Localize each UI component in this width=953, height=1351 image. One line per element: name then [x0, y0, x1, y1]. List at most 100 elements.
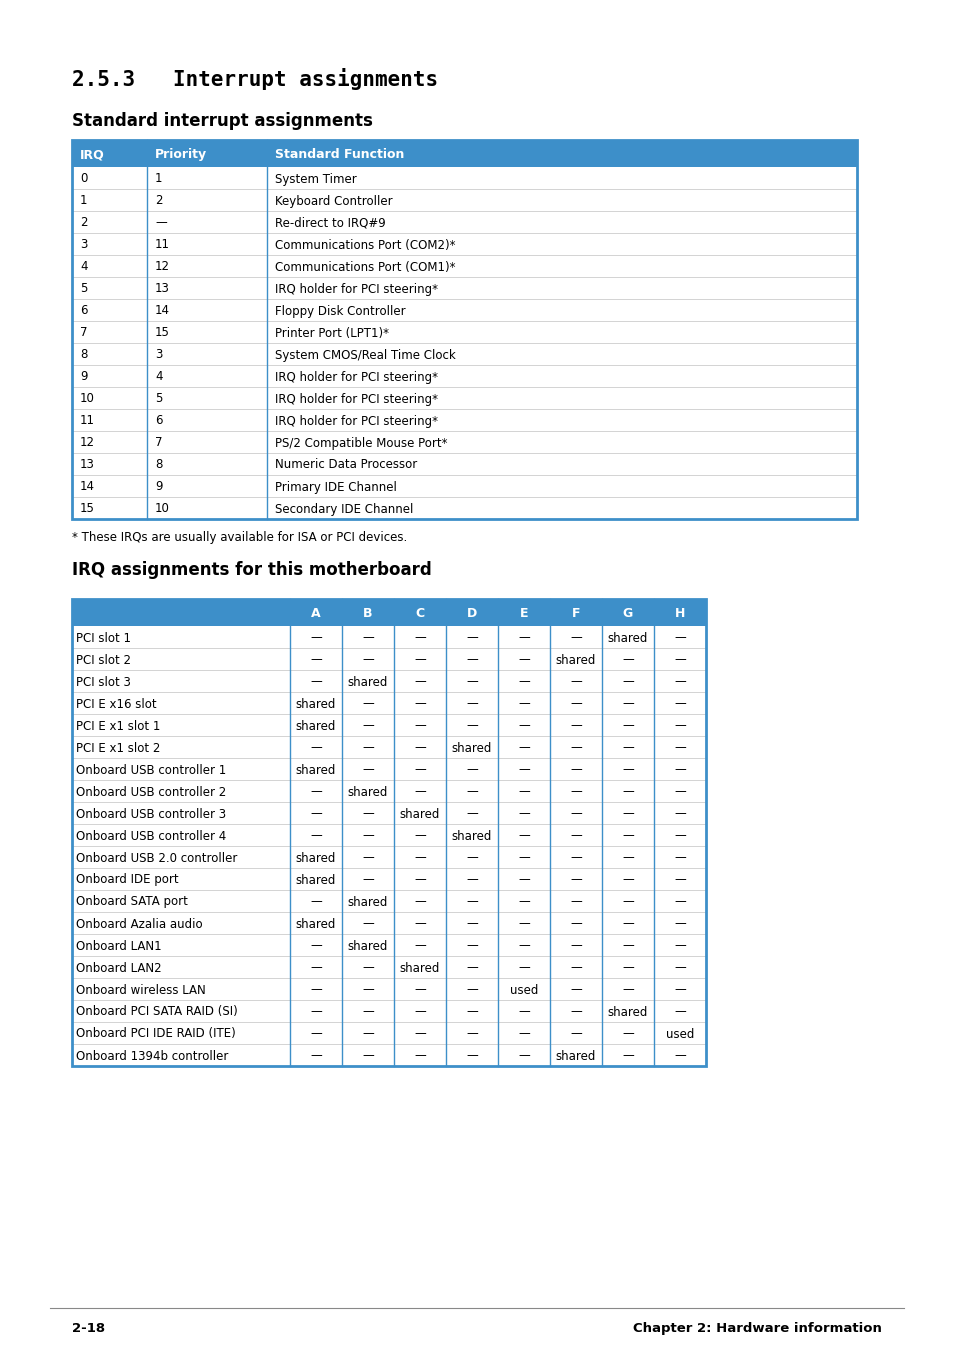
Text: —: —: [674, 742, 685, 754]
Text: Onboard Azalia audio: Onboard Azalia audio: [76, 917, 202, 931]
Bar: [71, 598, 705, 1066]
Text: —: —: [414, 1005, 425, 1019]
Text: 15: 15: [80, 503, 94, 516]
Text: —: —: [310, 785, 321, 798]
Text: Numeric Data Processor: Numeric Data Processor: [274, 458, 416, 471]
Text: —: —: [674, 962, 685, 974]
Text: —: —: [310, 808, 321, 820]
Text: System Timer: System Timer: [274, 173, 356, 185]
Text: 4: 4: [154, 370, 162, 384]
Text: —: —: [466, 874, 477, 886]
Text: 3: 3: [154, 349, 162, 362]
Text: shared: shared: [452, 742, 492, 754]
Text: —: —: [621, 917, 633, 931]
Text: —: —: [362, 851, 374, 865]
Text: —: —: [570, 676, 581, 689]
Text: —: —: [570, 808, 581, 820]
Text: —: —: [466, 654, 477, 666]
Text: 12: 12: [80, 436, 95, 450]
Text: Onboard PCI IDE RAID (ITE): Onboard PCI IDE RAID (ITE): [76, 1028, 235, 1040]
Text: —: —: [414, 742, 425, 754]
Text: —: —: [466, 896, 477, 908]
Text: —: —: [310, 939, 321, 952]
Text: shared: shared: [399, 962, 439, 974]
Text: —: —: [674, 874, 685, 886]
Text: shared: shared: [556, 1050, 596, 1062]
Text: 8: 8: [154, 458, 162, 471]
Text: Keyboard Controller: Keyboard Controller: [274, 195, 393, 208]
Text: —: —: [466, 763, 477, 777]
Text: shared: shared: [607, 1005, 647, 1019]
Text: —: —: [466, 917, 477, 931]
Text: 8: 8: [80, 349, 88, 362]
Text: 9: 9: [154, 481, 162, 493]
Text: 7: 7: [154, 436, 162, 450]
Text: —: —: [466, 962, 477, 974]
Text: —: —: [570, 874, 581, 886]
Text: 3: 3: [80, 239, 88, 251]
Text: shared: shared: [556, 654, 596, 666]
Text: IRQ holder for PCI steering*: IRQ holder for PCI steering*: [274, 282, 437, 296]
Text: Chapter 2: Hardware information: Chapter 2: Hardware information: [633, 1323, 882, 1335]
Text: —: —: [517, 896, 529, 908]
Text: —: —: [621, 939, 633, 952]
Text: —: —: [570, 830, 581, 843]
Text: —: —: [674, 785, 685, 798]
Text: —: —: [517, 676, 529, 689]
Text: Floppy Disk Controller: Floppy Disk Controller: [274, 304, 405, 317]
Text: —: —: [621, 785, 633, 798]
Text: shared: shared: [348, 896, 388, 908]
Text: —: —: [570, 785, 581, 798]
Text: —: —: [414, 785, 425, 798]
Text: 14: 14: [154, 304, 170, 317]
Text: shared: shared: [295, 697, 335, 711]
Text: —: —: [517, 917, 529, 931]
Text: —: —: [362, 631, 374, 644]
Text: —: —: [621, 654, 633, 666]
Text: —: —: [621, 763, 633, 777]
Text: IRQ: IRQ: [80, 149, 105, 161]
Text: —: —: [414, 874, 425, 886]
Text: —: —: [517, 1005, 529, 1019]
Text: —: —: [414, 676, 425, 689]
Text: —: —: [674, 939, 685, 952]
Text: —: —: [570, 962, 581, 974]
Text: —: —: [310, 962, 321, 974]
Text: Re-direct to IRQ#9: Re-direct to IRQ#9: [274, 216, 385, 230]
Text: 10: 10: [154, 503, 170, 516]
Text: —: —: [414, 851, 425, 865]
Text: —: —: [362, 962, 374, 974]
Text: —: —: [414, 697, 425, 711]
Text: —: —: [310, 1005, 321, 1019]
Text: 1: 1: [154, 173, 162, 185]
Text: 2: 2: [80, 216, 88, 230]
Text: 9: 9: [80, 370, 88, 384]
Text: —: —: [674, 851, 685, 865]
Text: —: —: [621, 896, 633, 908]
Text: —: —: [621, 984, 633, 997]
Text: —: —: [414, 830, 425, 843]
Text: 7: 7: [80, 327, 88, 339]
Text: 13: 13: [154, 282, 170, 296]
Text: Onboard USB controller 4: Onboard USB controller 4: [76, 830, 226, 843]
Text: 2: 2: [154, 195, 162, 208]
Text: —: —: [570, 763, 581, 777]
Text: Communications Port (COM2)*: Communications Port (COM2)*: [274, 239, 455, 251]
Text: —: —: [674, 1005, 685, 1019]
Bar: [71, 598, 705, 626]
Text: 6: 6: [154, 415, 162, 427]
Text: —: —: [466, 851, 477, 865]
Text: —: —: [362, 654, 374, 666]
Text: —: —: [310, 984, 321, 997]
Text: —: —: [621, 830, 633, 843]
Text: 15: 15: [154, 327, 170, 339]
Text: —: —: [674, 896, 685, 908]
Text: —: —: [570, 631, 581, 644]
Text: Primary IDE Channel: Primary IDE Channel: [274, 481, 396, 493]
Text: —: —: [362, 697, 374, 711]
Text: —: —: [310, 654, 321, 666]
Text: —: —: [310, 1050, 321, 1062]
Text: —: —: [414, 939, 425, 952]
Text: C: C: [415, 607, 424, 620]
Text: Onboard SATA port: Onboard SATA port: [76, 896, 188, 908]
